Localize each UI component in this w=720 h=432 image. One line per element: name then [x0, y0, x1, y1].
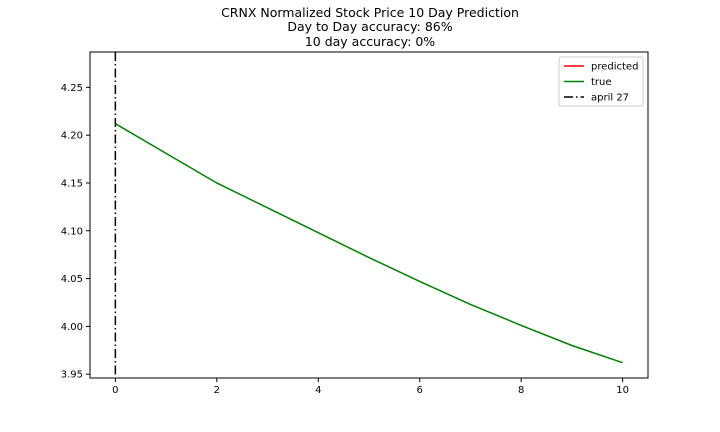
- y-tick-label: 4.00: [61, 322, 83, 333]
- chart-title: CRNX Normalized Stock Price 10 Day Predi…: [221, 5, 519, 20]
- x-tick-label: 10: [616, 385, 629, 396]
- legend-label-true: true: [591, 77, 612, 88]
- y-tick-label: 4.05: [61, 274, 83, 285]
- legend-box: [558, 56, 644, 107]
- series-line-true: [114, 123, 623, 364]
- legend-label-predicted: predicted: [591, 62, 638, 73]
- y-tick-label: 3.95: [61, 370, 83, 381]
- x-tick-label: 2: [214, 385, 220, 396]
- x-tick-label: 4: [315, 385, 321, 396]
- y-tick-label: 4.10: [61, 226, 83, 237]
- x-tick-label: 8: [518, 385, 524, 396]
- x-tick-label: 0: [112, 385, 118, 396]
- chart-subtitle-day-to-day: Day to Day accuracy: 86%: [287, 19, 453, 34]
- chart-subtitle-ten-day: 10 day accuracy: 0%: [304, 34, 436, 49]
- y-tick-label: 4.20: [61, 131, 83, 142]
- y-tick-label: 4.25: [61, 83, 83, 94]
- plot-frame: [89, 51, 649, 379]
- legend-label-april-27: april 27: [591, 93, 629, 104]
- x-tick-label: 6: [417, 385, 423, 396]
- y-tick-label: 4.15: [61, 178, 83, 189]
